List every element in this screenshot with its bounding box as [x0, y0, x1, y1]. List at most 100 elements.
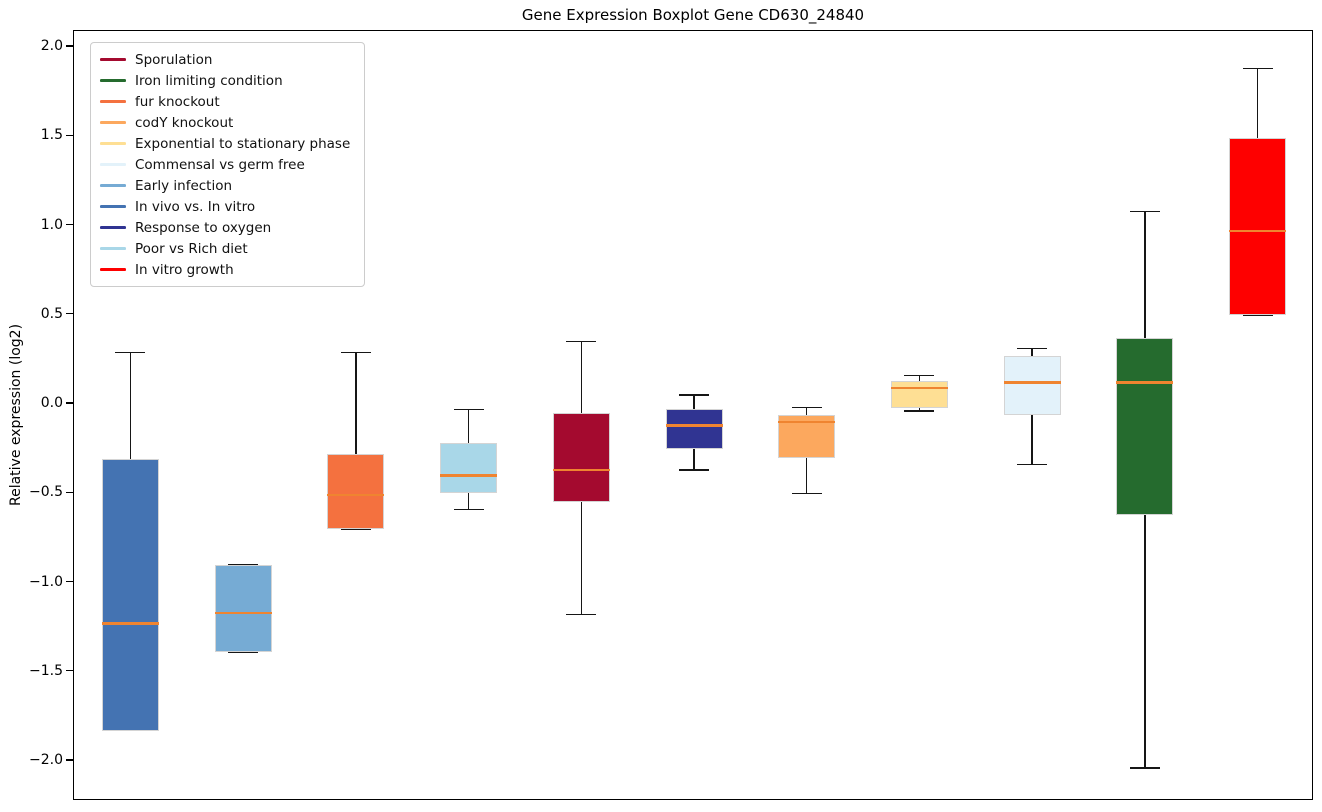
median-line [101, 622, 159, 625]
legend-color-swatch [100, 100, 126, 103]
legend-row: Iron limiting condition [100, 70, 354, 91]
boxplot-box [327, 454, 385, 529]
legend-color-swatch [100, 268, 126, 271]
chart-title: Gene Expression Boxplot Gene CD630_24840 [521, 6, 865, 24]
legend-row: Poor vs Rich diet [100, 238, 354, 259]
whisker-cap-upper [453, 408, 484, 411]
median-line [778, 420, 836, 424]
legend-row: In vivo vs. In vitro [100, 196, 354, 217]
legend-row: Early infection [100, 175, 354, 196]
whisker-cap-upper [115, 351, 146, 354]
boxplot-box [1003, 355, 1061, 415]
whisker-lower [918, 407, 921, 412]
whisker-cap-lower [679, 469, 709, 471]
legend-color-swatch [100, 205, 126, 208]
legend-label: Commensal vs germ free [135, 156, 305, 173]
y-tick-mark [66, 134, 73, 136]
y-tick-label: 1.0 [40, 216, 63, 233]
y-tick-label: 0.0 [40, 395, 63, 412]
whisker-cap-upper [1129, 210, 1160, 213]
whisker-upper [580, 341, 583, 413]
legend-label: Poor vs Rich diet [135, 240, 248, 257]
whisker-upper [1256, 68, 1259, 139]
y-tick-mark [66, 491, 73, 493]
whisker-upper [467, 409, 470, 444]
boxplot-box [1229, 138, 1287, 315]
median-line [1003, 381, 1061, 384]
legend: Sporulation Iron limiting condition fur kn… [90, 42, 366, 287]
whisker-upper [918, 375, 921, 381]
boxplot-box [101, 459, 159, 731]
y-tick-mark [66, 759, 73, 761]
legend-row: In vitro growth [100, 259, 354, 280]
legend-color-swatch [100, 58, 126, 61]
whisker-cap-upper [904, 374, 935, 377]
boxplot-box [665, 409, 723, 449]
y-tick-label: −1.0 [29, 573, 63, 590]
boxplot-box [1116, 338, 1174, 515]
whisker-cap-upper [791, 406, 822, 409]
whisker-cap-lower [340, 528, 371, 530]
legend-row: Response to oxygen [100, 217, 354, 238]
legend-label: Sporulation [135, 51, 213, 68]
y-tick-mark [66, 580, 73, 583]
y-tick-mark [66, 45, 73, 47]
median-line [214, 611, 272, 615]
whisker-cap-lower [228, 651, 259, 653]
boxplot-box [214, 564, 272, 653]
whisker-cap-upper [1242, 67, 1273, 70]
y-tick-mark [66, 670, 73, 672]
median-line [1229, 229, 1287, 233]
whisker-cap-lower [1242, 314, 1273, 316]
whisker-cap-lower [115, 729, 146, 732]
whisker-lower [805, 457, 808, 494]
whisker-cap-lower [1017, 463, 1048, 466]
whisker-lower [1031, 414, 1033, 465]
whisker-cap-upper [566, 340, 597, 343]
legend-color-swatch [100, 142, 126, 145]
legend-label: Early infection [135, 177, 233, 194]
whisker-cap-upper [1017, 347, 1048, 350]
legend-color-swatch [100, 247, 126, 250]
whisker-upper [693, 395, 695, 410]
legend-label: codY knockout [135, 114, 234, 131]
y-tick-label: 2.0 [40, 38, 63, 55]
boxplot-box [440, 443, 498, 494]
legend-color-swatch [100, 163, 126, 166]
y-axis-label: Relative expression (log2) [8, 323, 24, 507]
legend-row: Sporulation [100, 49, 354, 70]
y-tick-mark [66, 223, 73, 226]
legend-row: Exponential to stationary phase [100, 133, 354, 154]
plot-area: Sporulation Iron limiting condition fur kn… [73, 30, 1313, 800]
y-tick-mark [66, 402, 73, 404]
y-tick-label: −2.0 [29, 752, 63, 769]
whisker-upper [1031, 348, 1033, 356]
whisker-upper [355, 352, 357, 454]
legend-label: In vitro growth [135, 261, 234, 278]
median-line [1116, 381, 1174, 384]
whisker-cap-lower [453, 508, 484, 511]
legend-label: Exponential to stationary phase [135, 135, 351, 152]
median-line [327, 493, 385, 497]
legend-color-swatch [100, 184, 126, 187]
whisker-cap-upper [340, 351, 371, 354]
y-tick-label: −0.5 [29, 484, 63, 501]
whisker-lower [580, 502, 583, 615]
legend-label: In vivo vs. In vitro [135, 198, 256, 215]
legend-label: Iron limiting condition [135, 72, 283, 89]
legend-label: fur knockout [135, 93, 220, 110]
whisker-cap-lower [1129, 767, 1160, 769]
whisker-upper [1144, 211, 1146, 338]
boxplot-box [890, 380, 948, 408]
whisker-upper [805, 407, 808, 415]
legend-label: Response to oxygen [135, 219, 272, 236]
median-line [440, 474, 498, 477]
median-line [890, 386, 948, 390]
median-line [552, 468, 610, 472]
y-tick-label: 0.5 [40, 305, 63, 322]
legend-row: codY knockout [100, 112, 354, 133]
whisker-upper [129, 352, 132, 460]
median-line [665, 424, 723, 427]
whisker-cap-lower [904, 410, 935, 412]
